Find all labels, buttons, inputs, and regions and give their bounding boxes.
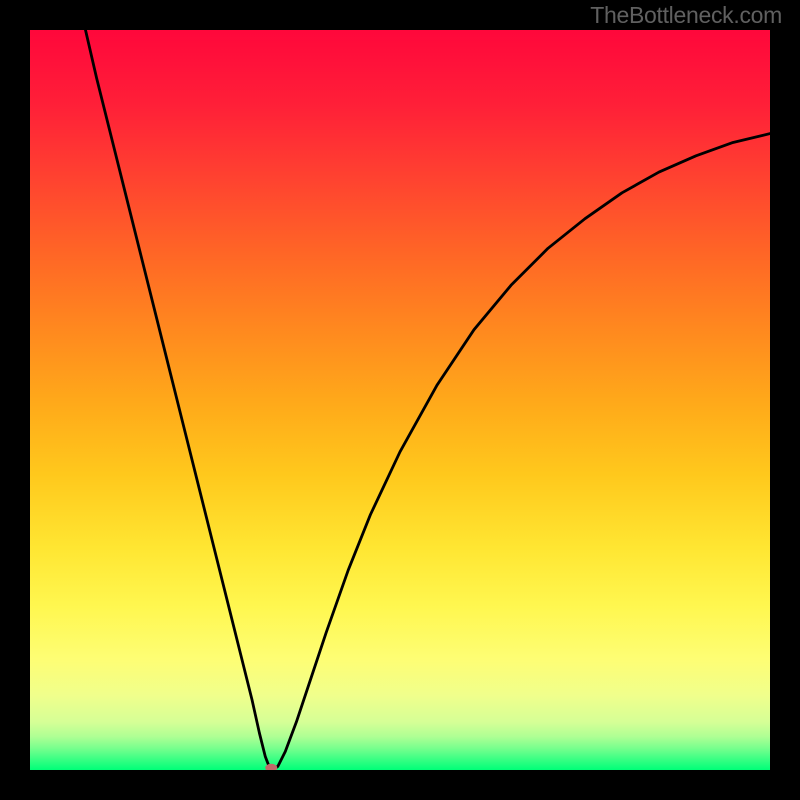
watermark-text: TheBottleneck.com bbox=[590, 2, 782, 29]
chart-background bbox=[30, 30, 770, 770]
chart-svg bbox=[30, 30, 770, 770]
chart-plot-area bbox=[30, 30, 770, 770]
